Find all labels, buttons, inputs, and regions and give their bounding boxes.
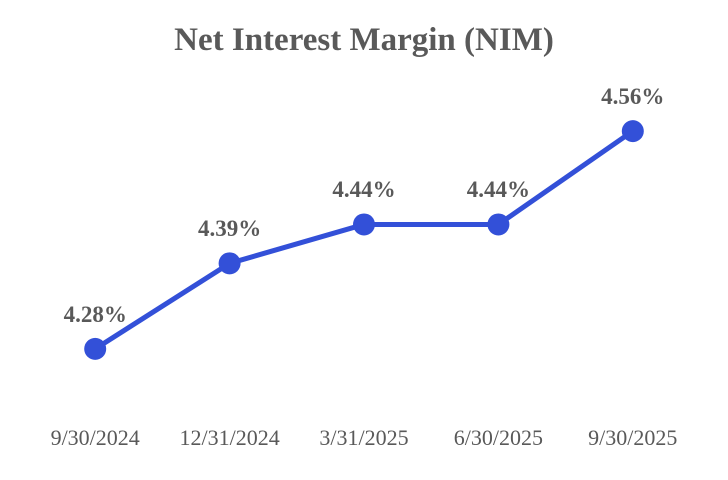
data-point-label: 4.44% bbox=[466, 177, 531, 203]
data-point-label: 4.44% bbox=[332, 177, 396, 203]
x-axis-tick-label: 9/30/2025 bbox=[588, 425, 678, 450]
x-axis-tick-label: 3/31/2025 bbox=[319, 425, 409, 450]
x-axis-tick-label: 12/31/2024 bbox=[179, 425, 280, 450]
data-point-marker bbox=[84, 337, 107, 360]
data-point-marker bbox=[487, 213, 510, 236]
data-point-label: 4.28% bbox=[63, 301, 127, 327]
x-axis-tick-label: 9/30/2024 bbox=[50, 425, 140, 450]
data-point-label: 4.56% bbox=[601, 84, 665, 110]
data-point-marker bbox=[621, 120, 644, 143]
series-line bbox=[92, 128, 636, 352]
x-axis-tick-label: 6/30/2025 bbox=[453, 425, 544, 450]
data-point-marker bbox=[353, 213, 375, 236]
data-point-label: 4.39% bbox=[197, 216, 262, 242]
data-point-marker bbox=[218, 252, 241, 275]
chart-title: Net Interest Margin (NIM) bbox=[174, 22, 554, 58]
